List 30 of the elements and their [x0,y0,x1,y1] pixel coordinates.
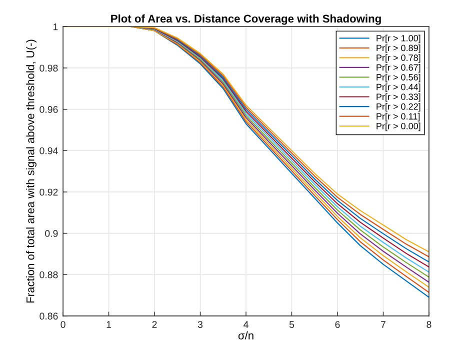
x-tick-label: 0 [60,321,66,328]
legend-label: Pr[r > 0.78] [376,54,420,63]
x-axis-title: σ/n [238,331,254,340]
y-tick-label: 0.86 [40,312,58,320]
y-tick-label: 0.92 [40,188,58,196]
legend-label: Pr[r > 0.67] [376,64,420,72]
chart-title: Plot of Area vs. Distance Coverage with Shadowing [111,14,381,25]
y-tick-label: 0.98 [40,64,58,72]
legend-label: Pr[r > 0.11] [376,112,420,122]
legend-label: Pr[r > 0.22] [376,103,420,112]
legend-label: Pr[r > 0.44] [376,84,420,92]
legend-label: Pr[r > 0.33] [376,93,420,102]
y-tick-label: 0.88 [40,271,58,278]
legend-label: Pr[r > 0.89] [376,44,420,53]
x-tick-label: 6 [335,321,340,328]
x-tick-label: 4 [244,321,248,328]
y-tick-label: 0.9 [45,230,58,237]
legend-label: Pr[r > 0.56] [376,74,420,82]
x-tick-label: 5 [289,321,294,328]
y-tick-label: 0.94 [40,147,58,154]
y-tick-label: 1 [54,23,58,30]
x-tick-label: 8 [426,321,432,328]
legend-label: Pr[r > 1.00] [376,34,420,44]
x-tick-label: 1 [106,321,112,328]
y-tick-label: 0.96 [40,106,58,113]
y-axis-title: Fraction of total area with signal above threshold, U(-) [26,40,36,303]
x-tick-label: 2 [152,321,157,328]
legend-label: Pr[r > 0.00] [376,122,420,132]
x-tick-label: 7 [381,321,386,328]
x-tick-label: 3 [198,321,203,328]
